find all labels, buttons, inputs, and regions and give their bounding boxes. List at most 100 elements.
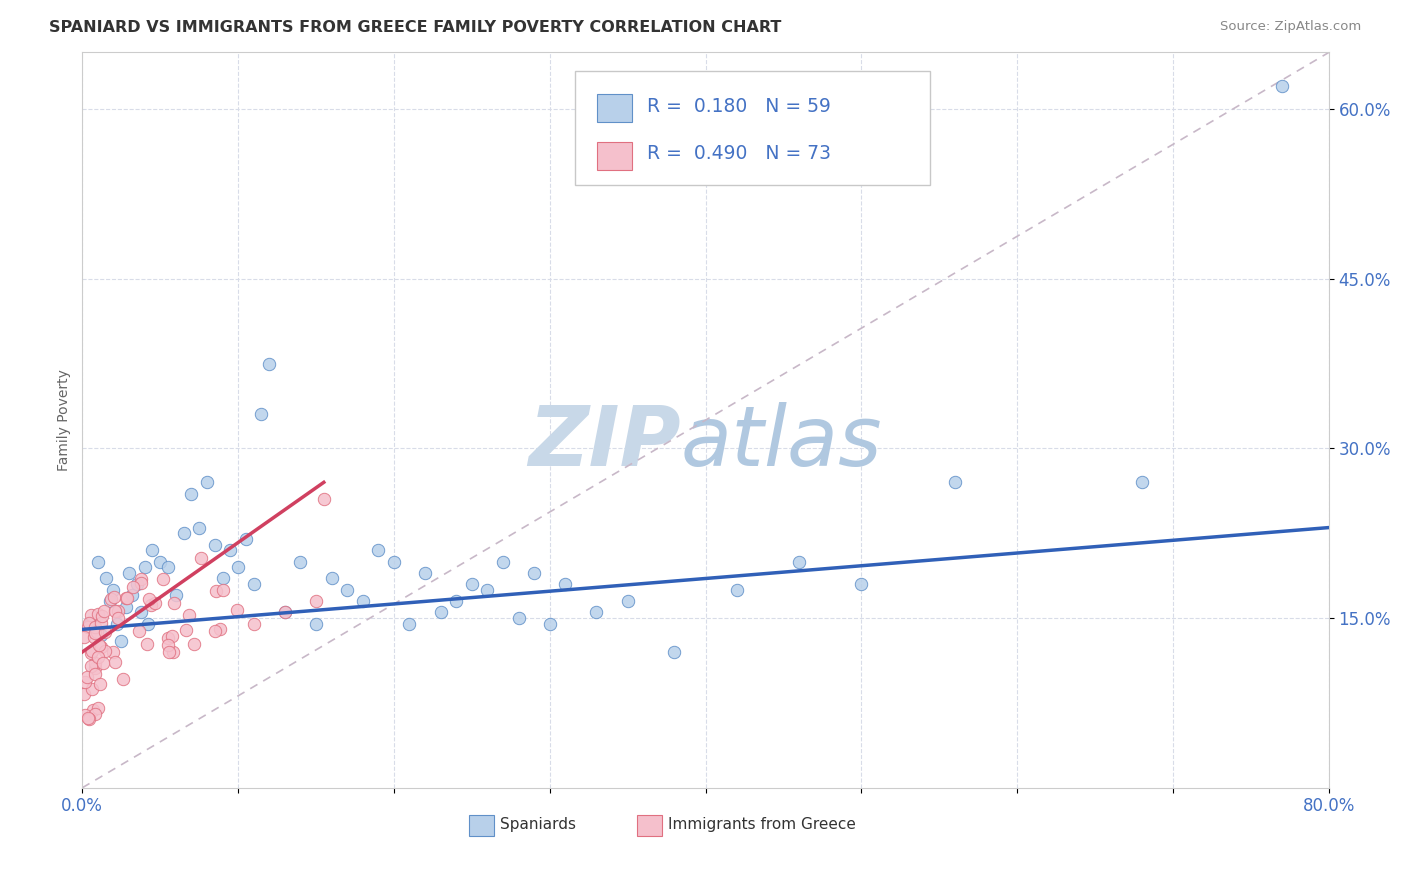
Point — [131, 606, 153, 620]
Point — [73, 687, 96, 701]
Point — [131, 576, 153, 591]
Point — [73, 631, 96, 645]
Point — [204, 537, 226, 551]
Point — [242, 577, 264, 591]
Point — [235, 532, 257, 546]
Point — [725, 582, 748, 597]
Point — [204, 624, 226, 638]
Point — [461, 577, 484, 591]
Point — [89, 638, 111, 652]
Point — [312, 492, 335, 507]
Point — [115, 591, 138, 606]
Point — [84, 661, 107, 675]
Point — [554, 577, 576, 591]
Point — [93, 604, 115, 618]
Point — [156, 560, 179, 574]
FancyBboxPatch shape — [598, 142, 631, 170]
Point — [180, 486, 202, 500]
Text: Spaniards: Spaniards — [501, 817, 576, 832]
Point — [87, 554, 110, 568]
Point — [616, 594, 638, 608]
Point — [75, 675, 97, 690]
Point — [305, 594, 328, 608]
Point — [1130, 475, 1153, 490]
Point — [101, 645, 124, 659]
FancyBboxPatch shape — [575, 70, 929, 185]
Point — [89, 677, 111, 691]
Point — [305, 616, 328, 631]
Text: R =  0.180   N = 59: R = 0.180 N = 59 — [647, 96, 831, 116]
Point — [76, 670, 98, 684]
Point — [523, 566, 546, 580]
Point — [80, 608, 103, 623]
Point — [851, 577, 873, 591]
Point — [538, 616, 561, 631]
Text: SPANIARD VS IMMIGRANTS FROM GREECE FAMILY POVERTY CORRELATION CHART: SPANIARD VS IMMIGRANTS FROM GREECE FAMIL… — [49, 20, 782, 35]
Point — [226, 560, 249, 574]
Point — [98, 594, 121, 608]
Point — [382, 554, 405, 568]
Point — [152, 572, 174, 586]
Point — [157, 638, 180, 652]
Point — [444, 594, 467, 608]
Point — [94, 644, 117, 658]
Point — [585, 606, 607, 620]
Point — [128, 624, 150, 638]
Y-axis label: Family Poverty: Family Poverty — [58, 369, 72, 471]
Text: Immigrants from Greece: Immigrants from Greece — [668, 817, 856, 832]
Point — [80, 647, 103, 661]
Point — [134, 560, 156, 574]
Point — [183, 637, 205, 651]
Point — [84, 626, 107, 640]
Point — [86, 624, 108, 639]
Point — [157, 645, 180, 659]
FancyBboxPatch shape — [468, 815, 494, 836]
Point — [83, 630, 105, 644]
Point — [429, 606, 451, 620]
Point — [204, 584, 226, 599]
Point — [139, 598, 162, 612]
Point — [219, 543, 242, 558]
Point — [80, 682, 103, 697]
Point — [211, 582, 233, 597]
Point — [336, 582, 359, 597]
Point — [162, 645, 184, 659]
Point — [90, 628, 112, 642]
Point — [290, 554, 312, 568]
Point — [118, 566, 141, 580]
Point — [91, 656, 114, 670]
Point — [188, 520, 211, 534]
Point — [87, 649, 110, 664]
Point — [111, 672, 134, 686]
Point — [195, 475, 218, 490]
Point — [100, 591, 122, 606]
Point — [492, 554, 515, 568]
Point — [94, 625, 117, 640]
Point — [664, 645, 686, 659]
Point — [121, 581, 143, 595]
Point — [94, 572, 117, 586]
Point — [160, 629, 183, 643]
Point — [103, 582, 125, 597]
Point — [80, 659, 103, 673]
Point — [90, 616, 112, 631]
Point — [165, 589, 187, 603]
Point — [225, 603, 247, 617]
Point — [367, 543, 389, 558]
Point — [1271, 79, 1294, 94]
Text: R =  0.490   N = 73: R = 0.490 N = 73 — [647, 145, 831, 163]
Point — [125, 577, 148, 591]
Point — [84, 656, 107, 670]
Point — [82, 703, 104, 717]
Point — [943, 475, 966, 490]
Point — [274, 606, 297, 620]
Point — [84, 620, 107, 634]
Text: atlas: atlas — [681, 401, 882, 483]
Point — [477, 582, 499, 597]
Point — [129, 572, 152, 586]
Point — [242, 616, 264, 631]
Point — [103, 591, 125, 605]
Point — [115, 591, 138, 605]
Point — [110, 633, 132, 648]
Point — [787, 554, 810, 568]
